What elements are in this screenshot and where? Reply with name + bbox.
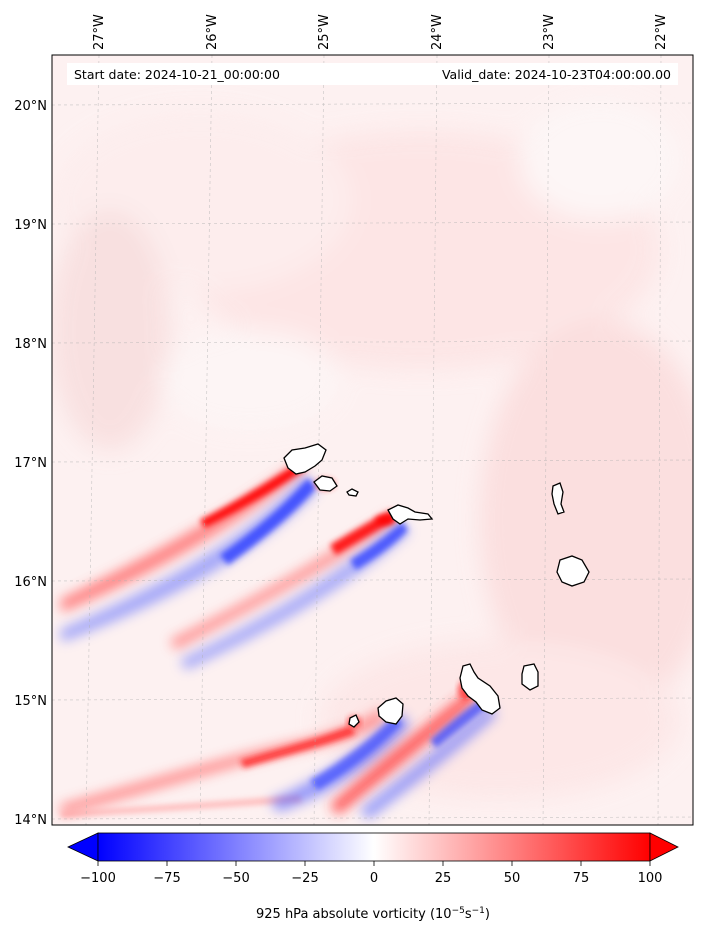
parallel-gridline (52, 102, 693, 106)
parallel-gridline (52, 697, 693, 701)
colorbar-tick-label: −100 (80, 871, 116, 886)
parallel-gridline (52, 578, 693, 582)
colorbar-gradient (97, 832, 651, 862)
longitude-tick-label: 24°W (430, 14, 445, 50)
parallel-gridline (52, 459, 693, 463)
colorbar-tick-label: 50 (504, 871, 521, 886)
background-tint-field (52, 100, 693, 800)
latitude-tick-label: 18°N (14, 337, 47, 352)
longitude-tick-label: 22°W (654, 14, 669, 50)
colorbar-ticks: −100 −75 −50 −25 0 25 50 75 100 (80, 861, 662, 886)
island-maio (521, 663, 539, 691)
longitude-tick-label: 26°W (205, 14, 220, 50)
island-santo-antao (283, 443, 327, 475)
island-sal (551, 482, 565, 515)
island-boa-vista (556, 555, 590, 587)
longitude-tick-labels: 27°W 26°W 25°W 24°W 23°W 22°W (92, 14, 669, 50)
meridian-gridline (85, 55, 100, 825)
valid-date-label: Valid_date: 2024-10-23T04:00:00.00 (442, 67, 671, 82)
colorbar-extend-max (649, 832, 679, 862)
meridian-gridline (199, 55, 213, 825)
colorbar: −100 −75 −50 −25 0 25 50 75 100 925 hPa absolute… (67, 832, 679, 922)
meridian-gridline (313, 55, 325, 825)
latitude-tick-label: 16°N (14, 575, 47, 590)
colorbar-tick-label: −50 (222, 871, 249, 886)
colorbar-label: 925 hPa absolute vorticity (10−5s−1) (256, 906, 490, 922)
island-brava (348, 714, 360, 728)
longitude-tick-label: 25°W (317, 14, 332, 50)
island-santa-luzia (346, 488, 359, 497)
gridlines (52, 55, 693, 825)
colorbar-tick-label: 75 (573, 871, 590, 886)
island-sao-vicente (313, 475, 338, 492)
latitude-tick-label: 19°N (14, 218, 47, 233)
vorticity-wakes (60, 460, 497, 820)
longitude-tick-label: 23°W (542, 14, 557, 50)
longitude-tick-label: 27°W (92, 14, 107, 50)
parallel-gridline (52, 340, 693, 344)
meridian-gridline (657, 55, 662, 825)
island-fogo (377, 697, 404, 725)
colorbar-extend-min (67, 832, 99, 862)
colorbar-tick-label: −25 (291, 871, 318, 886)
map-panel (52, 55, 693, 825)
colorbar-tick-label: 0 (370, 871, 378, 886)
colorbar-tick-label: −75 (153, 871, 180, 886)
island-santiago (459, 663, 501, 715)
latitude-tick-labels: 20°N 19°N 18°N 17°N 16°N 15°N 14°N (14, 99, 47, 828)
colorbar-tick-label: 100 (638, 871, 663, 886)
island-sao-nicolau (387, 504, 434, 525)
colorbar-tick-label: 25 (435, 871, 452, 886)
latitude-tick-label: 15°N (14, 694, 47, 709)
map-frame (51, 54, 694, 826)
coastlines (283, 443, 590, 728)
meridian-gridline (542, 55, 550, 825)
parallel-gridline (52, 221, 693, 225)
start-date-label: Start date: 2024-10-21_00:00:00 (74, 67, 280, 82)
parallel-gridline (52, 816, 693, 820)
latitude-tick-label: 14°N (14, 813, 47, 828)
latitude-tick-label: 20°N (14, 99, 47, 114)
latitude-tick-label: 17°N (14, 456, 47, 471)
meridian-gridline (428, 55, 438, 825)
date-info-box (67, 63, 678, 85)
